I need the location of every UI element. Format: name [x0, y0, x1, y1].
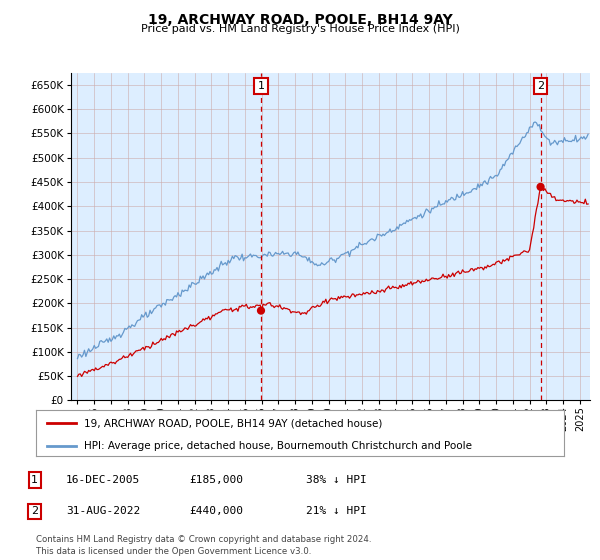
Text: Contains HM Land Registry data © Crown copyright and database right 2024.
This d: Contains HM Land Registry data © Crown c…	[36, 535, 371, 556]
Text: 1: 1	[31, 475, 38, 485]
Text: 1: 1	[257, 81, 265, 91]
Text: 19, ARCHWAY ROAD, POOLE, BH14 9AY (detached house): 19, ARCHWAY ROAD, POOLE, BH14 9AY (detac…	[83, 418, 382, 428]
Text: £440,000: £440,000	[189, 506, 243, 516]
Text: 16-DEC-2005: 16-DEC-2005	[66, 475, 140, 485]
Text: 31-AUG-2022: 31-AUG-2022	[66, 506, 140, 516]
Text: £185,000: £185,000	[189, 475, 243, 485]
Text: 21% ↓ HPI: 21% ↓ HPI	[306, 506, 367, 516]
Text: HPI: Average price, detached house, Bournemouth Christchurch and Poole: HPI: Average price, detached house, Bour…	[83, 441, 472, 451]
Text: Price paid vs. HM Land Registry's House Price Index (HPI): Price paid vs. HM Land Registry's House …	[140, 24, 460, 34]
Point	[256, 306, 266, 315]
Text: 38% ↓ HPI: 38% ↓ HPI	[306, 475, 367, 485]
Text: 19, ARCHWAY ROAD, POOLE, BH14 9AY: 19, ARCHWAY ROAD, POOLE, BH14 9AY	[148, 13, 452, 27]
Text: 2: 2	[31, 506, 38, 516]
Point	[536, 183, 545, 192]
Text: 2: 2	[537, 81, 544, 91]
